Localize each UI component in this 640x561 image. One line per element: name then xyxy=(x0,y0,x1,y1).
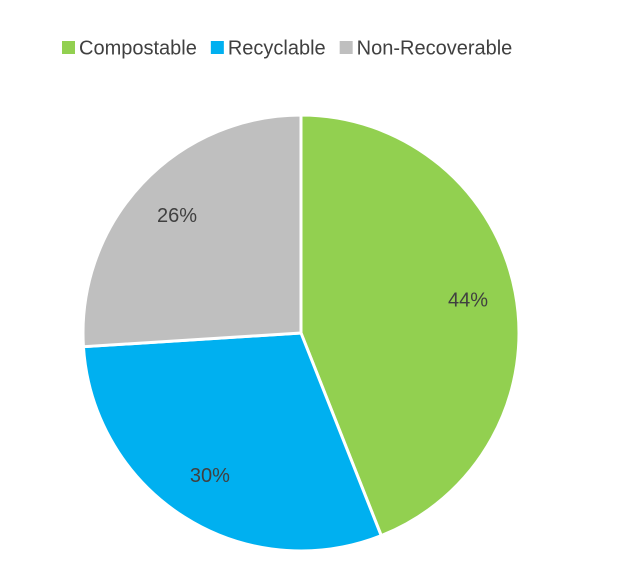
legend-label: Non-Recoverable xyxy=(357,37,513,59)
legend-swatch xyxy=(210,41,224,54)
data-label: 44% xyxy=(448,289,488,311)
legend-label: Recyclable xyxy=(228,37,326,59)
legend-swatch xyxy=(62,41,75,54)
data-label: 30% xyxy=(190,465,230,487)
legend-swatch xyxy=(339,41,353,54)
pie-slice xyxy=(81,331,384,553)
pie-slice xyxy=(81,113,303,349)
pie-slice xyxy=(299,113,521,538)
data-label: 26% xyxy=(157,205,197,227)
legend-label: Compostable xyxy=(79,37,197,59)
